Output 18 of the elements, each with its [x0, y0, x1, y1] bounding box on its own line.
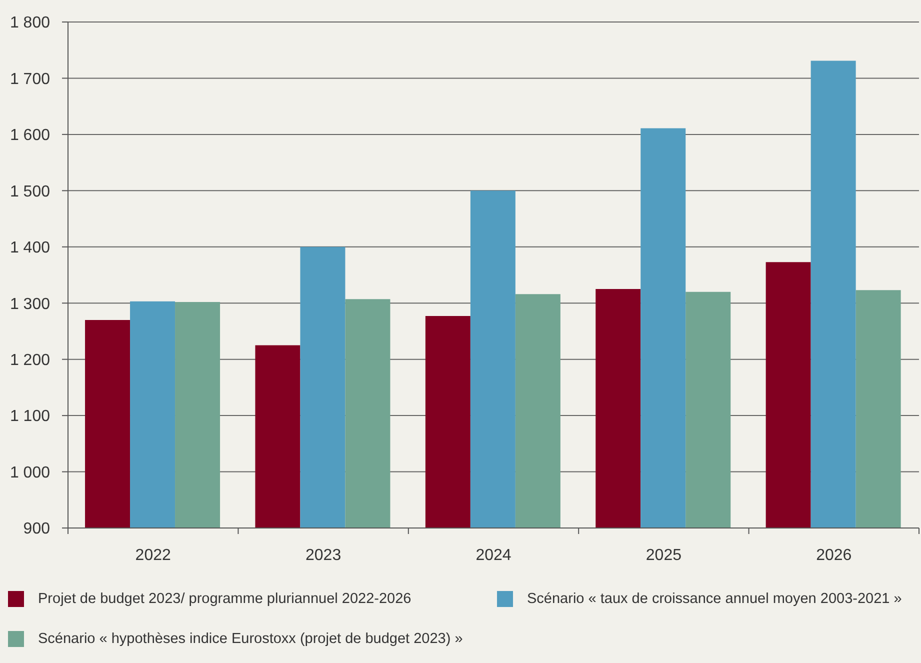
y-tick-label: 1 700 [10, 70, 50, 88]
x-tick-label: 2025 [646, 547, 682, 564]
x-tick-label: 2024 [476, 547, 512, 564]
y-tick-label: 1 800 [10, 14, 50, 32]
y-tick-label: 1 300 [10, 296, 50, 313]
legend-label: Scénario « taux de croissance annuel moyen 2003-2021 » [527, 591, 902, 607]
legend-label: Scénario « hypothèses indice Eurostoxx (projet de budget 2023) » [38, 631, 463, 647]
x-tick-label: 2022 [135, 547, 171, 564]
y-tick-label: 1 400 [10, 240, 50, 257]
y-tick-label: 900 [23, 520, 50, 538]
y-tick-label: 1 200 [10, 352, 50, 370]
y-tick-label: 1 100 [10, 408, 50, 426]
y-tick-label: 1 000 [10, 464, 50, 482]
x-tick-label: 2023 [306, 547, 342, 564]
legend-label: Projet de budget 2023/ programme pluriannuel 2022-2026 [38, 591, 412, 607]
x-tick-label: 2026 [816, 547, 852, 564]
y-tick-label: 1 600 [10, 127, 50, 144]
y-tick-label: 1 500 [10, 183, 50, 200]
